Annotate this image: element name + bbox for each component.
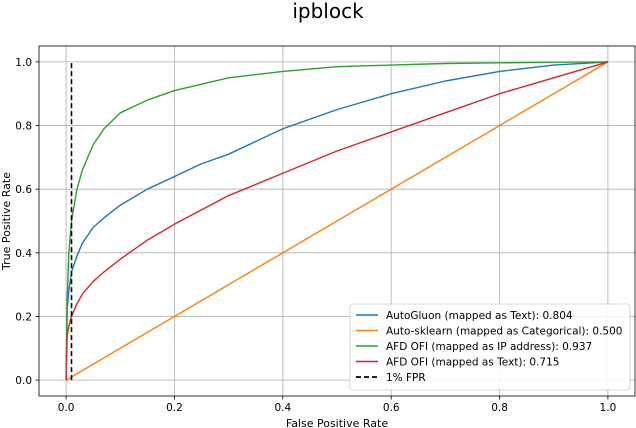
series-line-0 bbox=[65, 61, 608, 381]
x-tick-label: 0.4 bbox=[274, 402, 291, 414]
series-line-2 bbox=[65, 61, 608, 381]
grid bbox=[39, 46, 635, 396]
legend: AutoGluon (mapped as Text): 0.804 Auto-sk… bbox=[349, 303, 631, 391]
series-lines bbox=[65, 61, 609, 381]
y-tick-label: 0.6 bbox=[15, 184, 32, 196]
y-axis-ticks: 0.0 0.2 0.4 0.6 0.8 1.0 bbox=[15, 57, 39, 387]
series-line-1 bbox=[65, 61, 609, 381]
y-tick-label: 1.0 bbox=[15, 57, 32, 69]
x-tick-label: 0.6 bbox=[383, 402, 400, 414]
y-tick-label: 0.2 bbox=[15, 311, 32, 323]
x-tick-label: 0.2 bbox=[166, 402, 183, 414]
legend-box bbox=[349, 303, 631, 391]
legend-label-4: 1% FPR bbox=[386, 372, 426, 384]
legend-label-1: Auto-sklearn (mapped as Categorical): 0.… bbox=[386, 326, 622, 338]
plot-area-frame bbox=[38, 45, 636, 397]
y-axis-label: True Positive Rate bbox=[0, 172, 13, 271]
legend-label-0: AutoGluon (mapped as Text): 0.804 bbox=[386, 310, 573, 322]
x-axis-label: False Positive Rate bbox=[286, 417, 388, 428]
y-tick-label: 0.4 bbox=[15, 248, 32, 260]
y-tick-label: 0.0 bbox=[15, 375, 32, 387]
legend-label-3: AFD OFI (mapped as Text): 0.715 bbox=[386, 357, 559, 369]
chart-title: ipblock bbox=[292, 0, 364, 23]
x-tick-label: 0.8 bbox=[491, 402, 508, 414]
y-tick-label: 0.8 bbox=[15, 121, 32, 133]
x-axis-ticks: 0.0 0.2 0.4 0.6 0.8 1.0 bbox=[58, 396, 617, 414]
x-tick-label: 1.0 bbox=[600, 402, 617, 414]
legend-label-2: AFD OFI (mapped as IP address): 0.937 bbox=[386, 341, 592, 353]
series-line-3 bbox=[65, 61, 609, 381]
x-tick-label: 0.0 bbox=[58, 402, 75, 414]
